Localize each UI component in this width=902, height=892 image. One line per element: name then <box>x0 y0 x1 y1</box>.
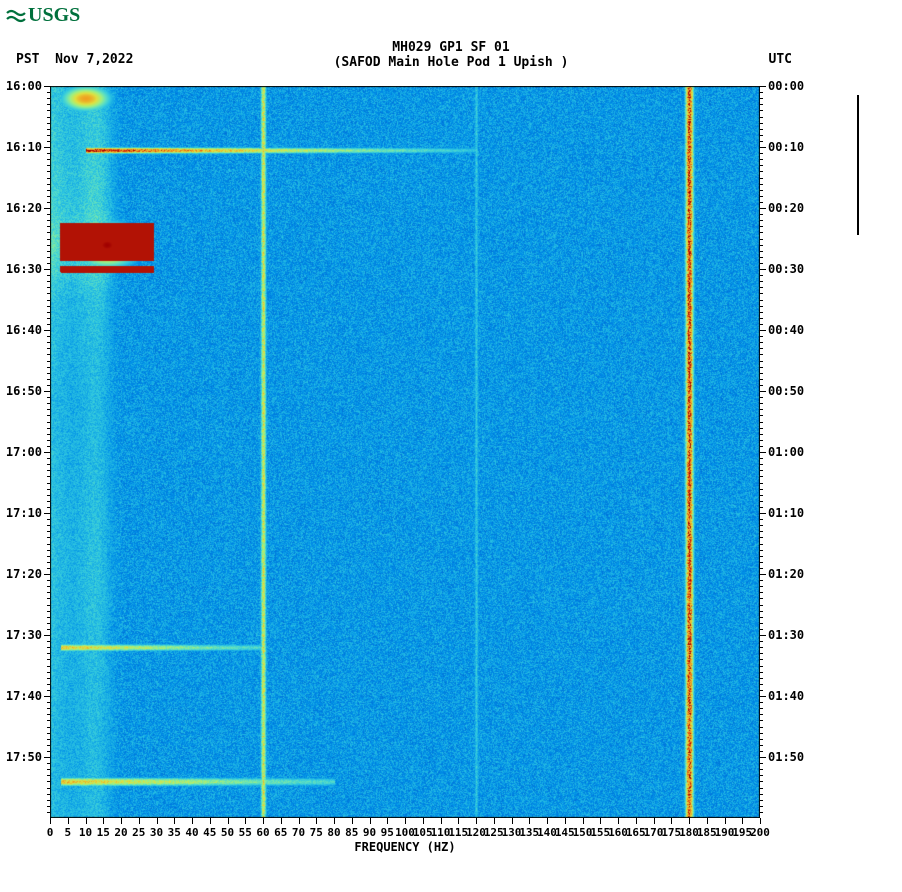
right-indicator-bar <box>857 95 859 235</box>
xtick: 200 <box>750 826 770 839</box>
ytick-right: 00:40 <box>768 323 804 337</box>
xtick: 95 <box>381 826 394 839</box>
xtick: 20 <box>114 826 127 839</box>
x-axis-title: FREQUENCY (HZ) <box>50 840 760 854</box>
ytick-right: 01:00 <box>768 445 804 459</box>
right-tz: UTC <box>769 52 792 67</box>
spectrogram-canvas <box>50 86 760 818</box>
ytick-right: 00:50 <box>768 384 804 398</box>
ytick-right: 01:50 <box>768 750 804 764</box>
xtick: 75 <box>310 826 323 839</box>
ytick-left: 17:00 <box>6 445 42 459</box>
xtick: 40 <box>185 826 198 839</box>
xtick: 50 <box>221 826 234 839</box>
xtick: 65 <box>274 826 287 839</box>
ytick-left: 17:10 <box>6 506 42 520</box>
ytick-left: 17:20 <box>6 567 42 581</box>
xtick: 35 <box>168 826 181 839</box>
ytick-right: 00:10 <box>768 140 804 154</box>
xtick: 30 <box>150 826 163 839</box>
y-axis-right-utc: 00:0000:1000:2000:3000:4000:5001:0001:10… <box>760 86 820 818</box>
left-timezone-date: PST Nov 7,2022 <box>16 52 133 67</box>
ytick-left: 16:00 <box>6 79 42 93</box>
spectrogram-plot <box>50 86 760 818</box>
wave-icon <box>6 6 26 26</box>
xtick: 60 <box>256 826 269 839</box>
ytick-right: 01:40 <box>768 689 804 703</box>
ytick-left: 17:50 <box>6 750 42 764</box>
ytick-right: 01:30 <box>768 628 804 642</box>
ytick-right: 00:00 <box>768 79 804 93</box>
ytick-left: 16:20 <box>6 201 42 215</box>
title-line-2: (SAFOD Main Hole Pod 1 Upish ) <box>0 55 902 70</box>
xtick: 15 <box>97 826 110 839</box>
left-tz: PST <box>16 52 39 67</box>
y-axis-left-pst: 16:0016:1016:2016:3016:4016:5017:0017:10… <box>0 86 50 818</box>
ytick-right: 00:30 <box>768 262 804 276</box>
xtick: 90 <box>363 826 376 839</box>
title-line-1: MH029 GP1 SF 01 <box>0 40 902 55</box>
xtick: 25 <box>132 826 145 839</box>
xtick: 80 <box>327 826 340 839</box>
ytick-left: 16:10 <box>6 140 42 154</box>
ytick-left: 17:40 <box>6 689 42 703</box>
xtick: 85 <box>345 826 358 839</box>
xtick: 70 <box>292 826 305 839</box>
xtick: 0 <box>47 826 54 839</box>
left-date: Nov 7,2022 <box>55 52 133 67</box>
xtick: 55 <box>239 826 252 839</box>
xtick: 45 <box>203 826 216 839</box>
xtick: 5 <box>64 826 71 839</box>
right-timezone: UTC <box>769 52 792 67</box>
ytick-left: 16:40 <box>6 323 42 337</box>
xtick: 10 <box>79 826 92 839</box>
ytick-right: 00:20 <box>768 201 804 215</box>
chart-title: MH029 GP1 SF 01 (SAFOD Main Hole Pod 1 U… <box>0 40 902 70</box>
ytick-right: 01:20 <box>768 567 804 581</box>
ytick-right: 01:10 <box>768 506 804 520</box>
ytick-left: 17:30 <box>6 628 42 642</box>
usgs-logo: USGS <box>6 4 80 27</box>
ytick-left: 16:30 <box>6 262 42 276</box>
ytick-left: 16:50 <box>6 384 42 398</box>
logo-text: USGS <box>28 4 80 27</box>
